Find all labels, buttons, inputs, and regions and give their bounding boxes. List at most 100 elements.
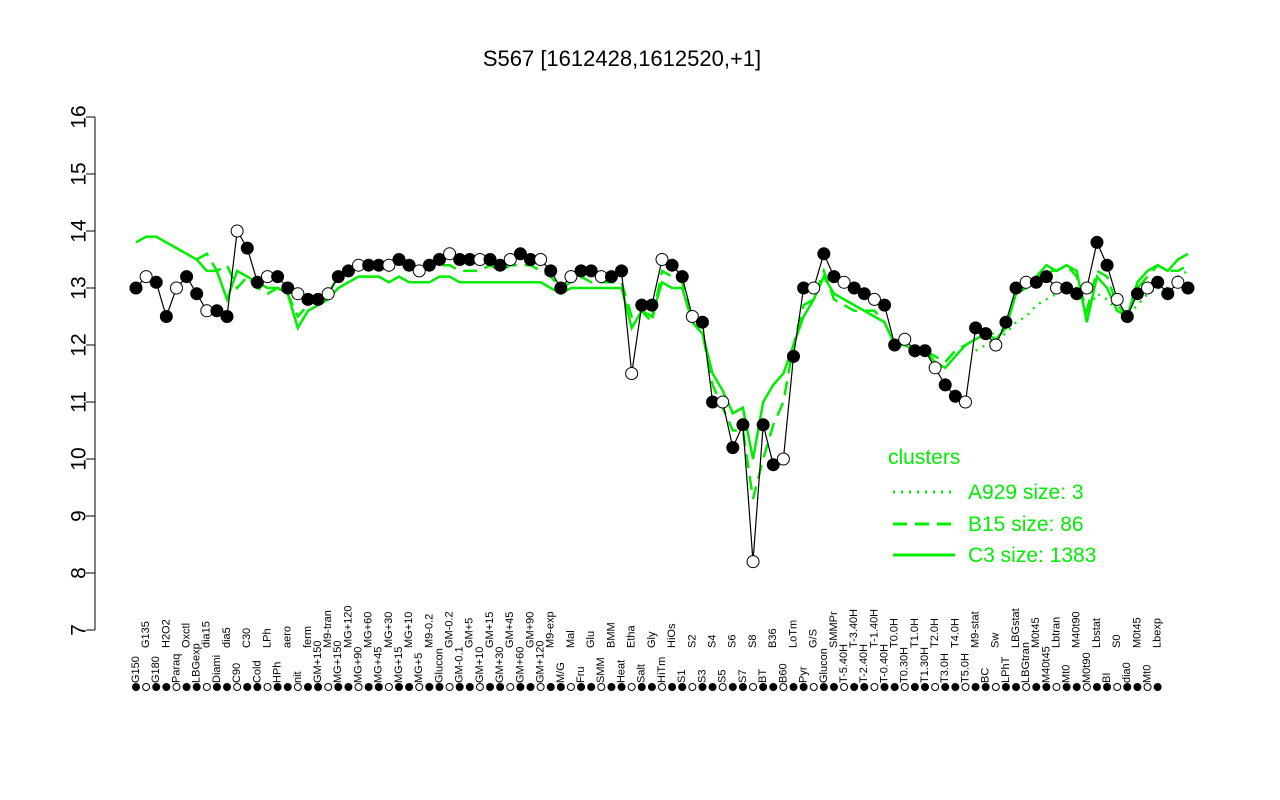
x-marker <box>202 683 211 691</box>
x-marker <box>789 683 798 691</box>
x-tick-label: dia5 <box>221 627 233 648</box>
x-marker <box>961 683 970 691</box>
data-point <box>1080 281 1094 295</box>
x-tick-label: T-2.40H <box>858 644 870 683</box>
x-marker <box>1032 683 1041 691</box>
x-tick-label: GM+90 <box>524 612 536 648</box>
data-point <box>513 247 527 261</box>
data-point <box>989 338 1003 352</box>
x-tick-label: Mt0 <box>1061 665 1073 683</box>
x-marker <box>314 683 323 691</box>
data-point <box>129 281 143 295</box>
x-marker <box>566 683 575 691</box>
x-marker <box>819 683 828 691</box>
x-marker <box>991 683 1000 691</box>
x-tick-label: HiOs <box>666 623 678 648</box>
y-tick-label: 11 <box>68 391 91 413</box>
data-point <box>1110 292 1124 306</box>
data-point <box>787 349 800 363</box>
x-marker <box>1153 683 1162 691</box>
x-marker <box>587 683 596 691</box>
x-marker <box>152 683 161 691</box>
data-point <box>1070 287 1084 301</box>
x-marker <box>425 683 434 691</box>
y-tick-label: 8 <box>68 567 91 579</box>
data-point <box>766 458 780 472</box>
data-point <box>544 264 558 278</box>
x-tick-label: dia0 <box>1121 662 1133 683</box>
x-marker <box>850 683 859 691</box>
x-tick-label: GM+120 <box>535 641 547 684</box>
data-point <box>857 287 871 301</box>
y-axis: 7 8 9 10 11 12 13 14 15 16 <box>68 105 96 636</box>
x-tick-label: HiTm <box>656 657 668 683</box>
data-point <box>1090 235 1104 249</box>
x-tick-label: MG+150 <box>332 641 344 684</box>
x-marker <box>415 683 424 691</box>
x-marker <box>910 683 919 691</box>
data-point <box>331 270 345 284</box>
x-marker <box>759 683 768 691</box>
x-marker <box>435 683 444 691</box>
chart-title: S567 [1612428,1612520,+1] <box>483 46 761 71</box>
x-tick-label: M0t45 <box>1030 617 1042 648</box>
data-point <box>190 287 204 301</box>
x-marker <box>546 683 555 691</box>
x-marker <box>1022 683 1031 691</box>
x-tick-label: G135 <box>140 621 152 648</box>
x-tick-label: Etha <box>626 624 638 648</box>
x-marker <box>172 683 181 691</box>
x-tick-label: GM+5 <box>464 618 476 648</box>
x-marker <box>536 683 545 691</box>
x-marker <box>395 683 403 691</box>
data-point <box>1120 310 1134 323</box>
x-tick-label: GM+10 <box>474 647 486 683</box>
x-marker <box>233 683 242 691</box>
legend-entry-c3: C3 size: 1383 <box>968 544 1096 567</box>
x-marker <box>293 683 302 691</box>
x-tick-label: S7 <box>737 670 749 683</box>
x-marker <box>941 683 950 691</box>
data-point <box>180 270 194 284</box>
x-marker <box>637 683 646 691</box>
x-marker <box>779 683 788 691</box>
x-tick-label: Glucon <box>433 648 445 683</box>
x-tick-label: GM-0.1 <box>454 646 466 683</box>
x-marker <box>516 683 525 691</box>
data-point <box>220 310 234 323</box>
x-marker <box>688 683 697 691</box>
data-point <box>1141 281 1155 295</box>
data-point <box>1009 281 1023 295</box>
x-marker <box>486 683 495 691</box>
y-tick-label: 14 <box>68 219 91 243</box>
data-point <box>230 224 244 238</box>
x-marker <box>678 683 687 691</box>
x-tick-label: LoTm <box>787 620 799 648</box>
x-marker <box>658 683 666 691</box>
x-tick-label: SMMPr <box>828 611 840 648</box>
data-point <box>210 304 224 318</box>
x-marker <box>364 683 373 691</box>
x-tick-label: MG+90 <box>352 647 364 683</box>
x-tick-label: H2O2 <box>160 619 172 648</box>
x-tick-label: T-3.40H <box>848 609 860 648</box>
x-tick-label: T1.30H <box>919 647 931 683</box>
x-marker <box>1042 683 1051 691</box>
data-point <box>503 253 517 266</box>
data-point <box>412 264 426 278</box>
data-point <box>675 270 689 284</box>
x-marker <box>860 683 869 691</box>
x-marker <box>132 683 140 691</box>
x-marker <box>303 683 312 691</box>
x-tick-label: T-5.40H <box>838 644 850 683</box>
data-point <box>756 418 770 432</box>
x-tick-label: MG+10 <box>403 612 415 648</box>
x-tick-label: T0.30H <box>899 647 911 683</box>
x-tick-label: SMM <box>595 657 607 683</box>
x-tick-label: M40t90 <box>1071 611 1083 648</box>
data-point <box>817 247 831 261</box>
data-point <box>604 270 618 284</box>
x-marker <box>455 683 464 691</box>
x-tick-label: nit <box>292 671 304 683</box>
